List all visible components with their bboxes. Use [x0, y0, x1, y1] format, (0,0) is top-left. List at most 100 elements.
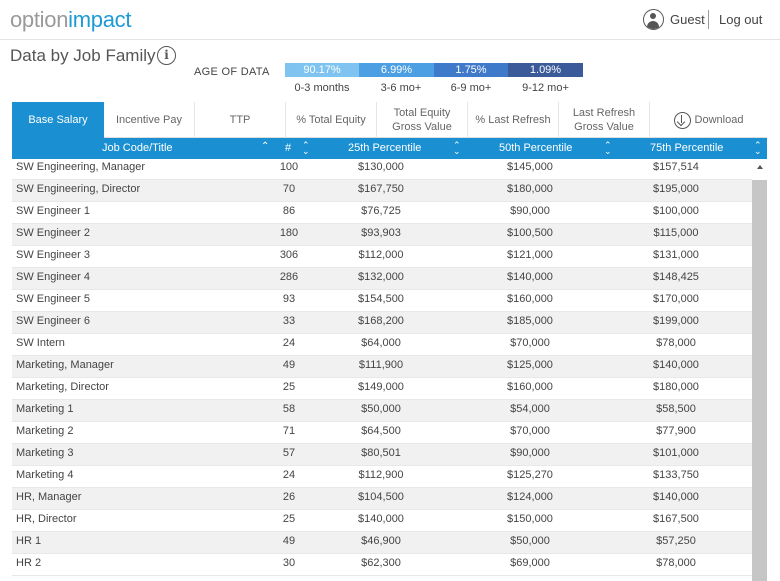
scrollbar-thumb[interactable] — [752, 180, 767, 581]
cell-p75: $157,514 — [653, 161, 699, 173]
cell-count: 100 — [279, 161, 299, 173]
scrollbar[interactable] — [752, 159, 767, 581]
cell-count: 49 — [282, 359, 296, 371]
table-row[interactable]: Marketing, Manager 49 $111,900 $125,000 $140… — [12, 356, 752, 378]
cell-p50: $180,000 — [507, 183, 553, 195]
col-header-p25[interactable]: 25th Percentile — [348, 142, 422, 154]
cell-p50: $70,000 — [510, 425, 550, 437]
tab-label: % Last Refresh — [475, 114, 551, 126]
sort-icon[interactable]: ⌃ ⌄ — [302, 140, 310, 156]
cell-p75: $58,500 — [656, 403, 696, 415]
tab-last-refresh-gross-value[interactable]: Last Refresh Gross Value — [559, 102, 650, 138]
cell-p75: $170,000 — [653, 293, 699, 305]
logout-link[interactable]: Log out — [719, 12, 763, 27]
cell-count: 57 — [282, 447, 296, 459]
cell-p50: $90,000 — [510, 205, 550, 217]
cell-p75: $140,000 — [653, 491, 699, 503]
age-bar-3: 1.09% — [508, 63, 583, 77]
cell-count: 58 — [282, 403, 296, 415]
cell-p50: $121,000 — [507, 249, 553, 261]
cell-p75: $78,000 — [656, 337, 696, 349]
table-row[interactable]: Marketing 4 24 $112,900 $125,270 $133,750 — [12, 466, 752, 488]
tab-ttp[interactable]: TTP — [195, 102, 286, 138]
sort-icon[interactable]: ⌃ ⌄ — [754, 140, 762, 156]
cell-p25: $149,000 — [358, 381, 404, 393]
table-row[interactable]: HR, Manager 26 $104,500 $124,000 $140,000 — [12, 488, 752, 510]
cell-count: 93 — [282, 293, 296, 305]
tab-incentive-pay[interactable]: Incentive Pay — [104, 102, 195, 138]
table-row[interactable]: SW Engineer 3 306 $112,000 $121,000 $131,000 — [12, 246, 752, 268]
cell-p50: $100,500 — [507, 227, 553, 239]
cell-p50: $140,000 — [507, 271, 553, 283]
scroll-up-arrow-icon[interactable] — [757, 165, 763, 169]
tab-pct-last-refresh[interactable]: % Last Refresh — [468, 102, 559, 138]
cell-job-title: HR, Director — [16, 513, 77, 525]
logo-part-impact: impact — [68, 7, 132, 32]
tab-label: Incentive Pay — [115, 114, 183, 126]
user-menu[interactable]: Guest — [643, 9, 705, 30]
table-row[interactable]: HR, Director 25 $140,000 $150,000 $167,500 — [12, 510, 752, 532]
table-row[interactable]: Marketing 1 58 $50,000 $54,000 $58,500 — [12, 400, 752, 422]
cell-p25: $46,900 — [361, 535, 401, 547]
info-icon[interactable]: i — [157, 46, 176, 65]
cell-count: 33 — [282, 315, 296, 327]
download-icon — [673, 111, 691, 129]
cell-count: 71 — [282, 425, 296, 437]
cell-count: 25 — [282, 513, 296, 525]
cell-job-title: SW Engineer 6 — [16, 315, 90, 327]
cell-p25: $64,500 — [361, 425, 401, 437]
tab-label: % Total Equity — [296, 114, 366, 126]
table-row[interactable]: SW Intern 24 $64,000 $70,000 $78,000 — [12, 334, 752, 356]
table-row[interactable]: Marketing 2 71 $64,500 $70,000 $77,900 — [12, 422, 752, 444]
cell-count: 286 — [279, 271, 299, 283]
col-header-p75[interactable]: 75th Percentile — [650, 142, 724, 154]
age-bar-caption: 6-9 mo+ — [450, 82, 492, 94]
table-row[interactable]: SW Engineering, Director 70 $167,750 $180,0… — [12, 180, 752, 202]
table-row[interactable]: HR 2 30 $62,300 $69,000 $78,000 — [12, 554, 752, 576]
table-row[interactable]: HR 1 49 $46,900 $50,000 $57,250 — [12, 532, 752, 554]
cell-count: 25 — [282, 381, 296, 393]
table-row[interactable]: SW Engineer 6 33 $168,200 $185,000 $199,000 — [12, 312, 752, 334]
table-row[interactable]: SW Engineering, Manager 100 $130,000 $145,0… — [12, 159, 752, 180]
table-row[interactable]: SW Engineer 2 180 $93,903 $100,500 $115,000 — [12, 224, 752, 246]
table-row[interactable]: Marketing 3 57 $80,501 $90,000 $101,000 — [12, 444, 752, 466]
table-row[interactable]: SW Engineer 4 286 $132,000 $140,000 $148,425 — [12, 268, 752, 290]
tab-total-equity-gross-value[interactable]: Total Equity Gross Value — [377, 102, 468, 138]
cell-p50: $160,000 — [507, 293, 553, 305]
cell-p50: $185,000 — [507, 315, 553, 327]
col-header-count[interactable]: # — [285, 142, 292, 154]
sort-icon[interactable]: ⌃ ⌄ — [453, 140, 461, 156]
cell-p25: $112,900 — [358, 469, 404, 481]
table-row[interactable]: SW Engineer 1 86 $76,725 $90,000 $100,000 — [12, 202, 752, 224]
cell-p25: $76,725 — [361, 205, 401, 217]
cell-p75: $140,000 — [653, 359, 699, 371]
cell-p50: $150,000 — [507, 513, 553, 525]
table-body: SW Engineering, Manager 100 $130,000 $145,0… — [12, 159, 752, 581]
header-divider — [708, 10, 709, 29]
sort-asc-icon[interactable]: ⌃ — [261, 141, 270, 152]
logo[interactable]: optionimpact — [10, 7, 131, 33]
cell-p50: $145,000 — [507, 161, 553, 173]
col-header-job-title[interactable]: Job Code/Title — [102, 142, 173, 154]
table-row[interactable]: Marketing, Director 25 $149,000 $160,000 $18… — [12, 378, 752, 400]
cell-p25: $168,200 — [358, 315, 404, 327]
col-header-p50[interactable]: 50th Percentile — [499, 142, 573, 154]
cell-count: 180 — [279, 227, 299, 239]
download-button[interactable]: Download — [650, 102, 767, 138]
cell-job-title: Marketing, Director — [16, 381, 109, 393]
cell-job-title: SW Engineer 5 — [16, 293, 90, 305]
sort-icon[interactable]: ⌃ ⌄ — [604, 140, 612, 156]
cell-p75: $57,250 — [656, 535, 696, 547]
cell-p25: $93,903 — [361, 227, 401, 239]
cell-job-title: HR 2 — [16, 557, 42, 569]
cell-p75: $100,000 — [653, 205, 699, 217]
tab-base-salary[interactable]: Base Salary — [12, 102, 104, 138]
cell-job-title: HR 1 — [16, 535, 42, 547]
table-row[interactable]: SW Engineer 5 93 $154,500 $160,000 $170,000 — [12, 290, 752, 312]
cell-count: 306 — [279, 249, 299, 261]
cell-job-title: Marketing 3 — [16, 447, 74, 459]
cell-count: 24 — [282, 337, 296, 349]
cell-p25: $112,000 — [358, 249, 404, 261]
tab-pct-total-equity[interactable]: % Total Equity — [286, 102, 377, 138]
cell-job-title: Marketing 1 — [16, 403, 74, 415]
